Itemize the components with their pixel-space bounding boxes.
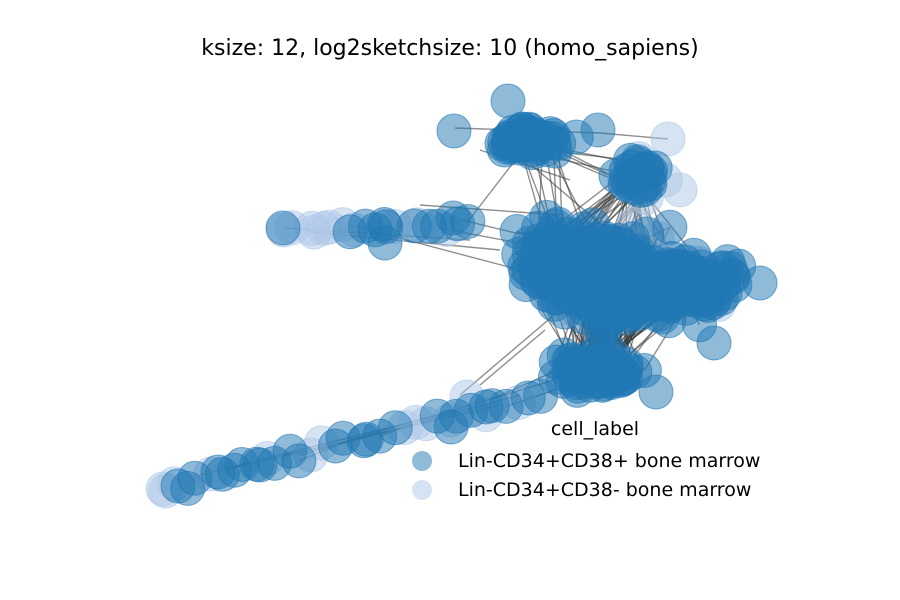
graph-node-cd38-positive (693, 267, 729, 303)
graph-node-cd38-positive (367, 225, 403, 261)
graph-node-cd38-positive (615, 221, 651, 257)
chart-title: ksize: 12, log2sketchsize: 10 (homo_sapi… (201, 36, 699, 61)
legend-swatch-cd38-positive (412, 450, 432, 471)
graph-node-cd38-positive (200, 454, 236, 490)
legend-label-cd38-positive: Lin-CD34+CD38+ bone marrow (458, 449, 761, 472)
node-layer (145, 83, 778, 509)
legend-entry-cd38-positive: Lin-CD34+CD38+ bone marrow (400, 446, 790, 475)
graph-node-cd38-positive (520, 130, 556, 166)
graph-node-cd38-positive (490, 83, 526, 119)
legend: cell_label Lin-CD34+CD38+ bone marrow Li… (400, 418, 790, 504)
graph-edge (479, 329, 546, 386)
graph-node-cd38-positive (742, 265, 778, 301)
graph-node-cd38-positive (377, 410, 413, 446)
graph-node-cd38-positive (553, 342, 589, 378)
graph-node-cd38-positive (433, 409, 469, 445)
graph-node-cd38-positive (539, 224, 575, 260)
graph-node-cd38-positive (594, 357, 630, 393)
graph-node-cd38-positive (468, 389, 504, 425)
graph-node-cd38-positive (436, 113, 472, 149)
graph-node-cd38-positive (242, 447, 278, 483)
graph-node-cd38-positive (580, 112, 616, 148)
graph-edge (459, 309, 561, 396)
legend-swatch-cd38-negative (412, 479, 432, 500)
graph-node-cd38-negative (650, 121, 686, 157)
legend-label-cd38-negative: Lin-CD34+CD38- bone marrow (458, 478, 752, 501)
graph-node-cd38-positive (638, 374, 674, 410)
graph-node-cd38-positive (450, 204, 486, 239)
graph-node-cd38-positive (631, 163, 667, 199)
graph-node-cd38-positive (281, 443, 317, 479)
graph-node-cd38-positive (265, 210, 301, 246)
graph-node-cd38-positive (523, 378, 558, 414)
legend-entry-cd38-negative: Lin-CD34+CD38- bone marrow (400, 475, 790, 504)
graph-node-cd38-positive (160, 468, 196, 504)
graph-node-cd38-positive (696, 325, 732, 361)
legend-title: cell_label (550, 418, 640, 440)
graph-node-cd38-positive (561, 263, 597, 299)
